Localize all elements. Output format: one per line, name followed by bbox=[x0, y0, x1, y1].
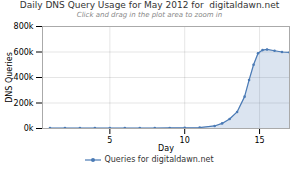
svg-text:DNS Queries: DNS Queries bbox=[5, 52, 14, 103]
svg-text:15: 15 bbox=[254, 136, 264, 145]
svg-text:5: 5 bbox=[107, 136, 112, 145]
svg-text:10: 10 bbox=[180, 136, 190, 145]
html-text:Queries for digitaldawn.net: Queries for digitaldawn.net bbox=[104, 155, 214, 164]
svg-text:0k: 0k bbox=[24, 124, 34, 133]
svg-text:200k: 200k bbox=[14, 99, 34, 108]
svg-text:800k: 800k bbox=[14, 22, 34, 31]
html-text:Click and drag in the plot are: Click and drag in the plot area to zoom … bbox=[76, 11, 223, 19]
svg-text:400k: 400k bbox=[14, 73, 34, 82]
html-text:Daily DNS Query Usage for May: Daily DNS Query Usage for May 2012 for d… bbox=[19, 0, 280, 10]
svg-text:600k: 600k bbox=[14, 48, 34, 57]
svg-text:Day: Day bbox=[158, 144, 174, 153]
